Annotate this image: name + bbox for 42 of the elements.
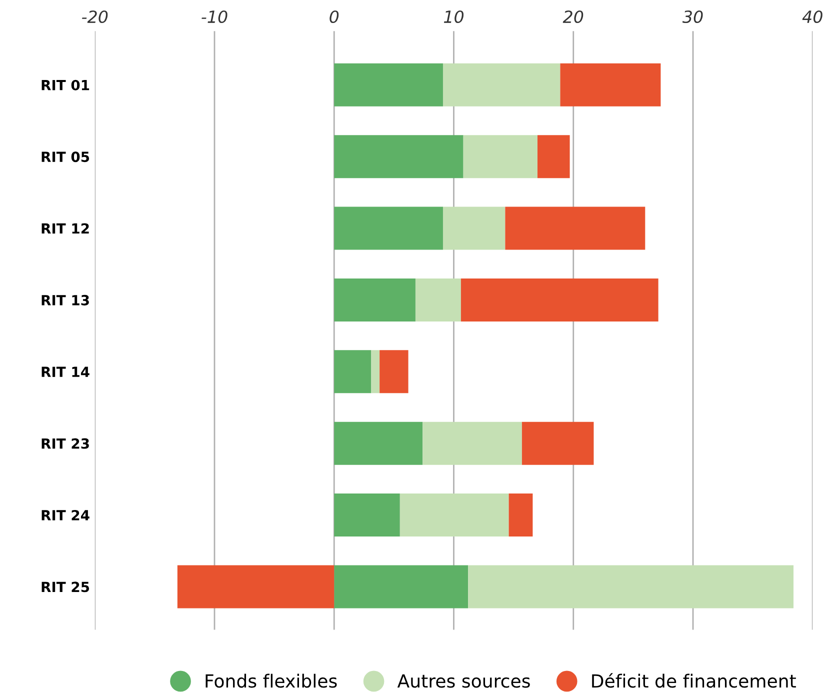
y-tick-label: RIT 13 [42, 294, 89, 306]
legend-label: Déficit de financement [592, 673, 796, 688]
y-tick-label: RIT 23 [42, 438, 89, 449]
legend-label: Autres sources [397, 674, 530, 688]
y-tick-label: RIT 05 [42, 152, 90, 162]
y-tick-label: RIT 24 [42, 510, 90, 520]
bar [334, 350, 372, 394]
bar [460, 278, 658, 322]
bar [371, 350, 380, 394]
bar [415, 278, 461, 322]
bar [508, 494, 533, 537]
bar [505, 206, 646, 250]
x-tick-label: -20 [82, 10, 108, 24]
bar [334, 565, 468, 608]
x-tick-label: 10 [444, 10, 464, 24]
bar [334, 206, 443, 250]
bar [400, 494, 509, 537]
bar [334, 63, 443, 106]
bar [422, 422, 522, 465]
y-tick-label: RIT 12 [42, 223, 89, 234]
x-tick-label: 40 [802, 10, 822, 24]
bar [537, 135, 570, 178]
bar [468, 565, 794, 608]
bar [380, 350, 408, 394]
bar [177, 565, 334, 608]
bar [334, 135, 464, 178]
bar [442, 206, 506, 250]
x-tick-label: 30 [682, 10, 703, 24]
bar [334, 422, 423, 465]
legend-label: Fonds flexibles [206, 674, 337, 688]
bar [442, 63, 560, 106]
y-tick-label: RIT 14 [42, 366, 90, 377]
x-tick-label: 0 [330, 10, 339, 24]
y-tick-label: RIT 01 [42, 80, 90, 90]
y-tick-label: RIT 25 [42, 582, 90, 592]
x-tick-label: 20 [562, 10, 584, 24]
x-tick-label: -10 [202, 10, 228, 24]
bar [522, 422, 594, 465]
bar [334, 278, 416, 322]
bar [560, 63, 661, 106]
bar [463, 135, 538, 178]
bar [334, 494, 400, 537]
